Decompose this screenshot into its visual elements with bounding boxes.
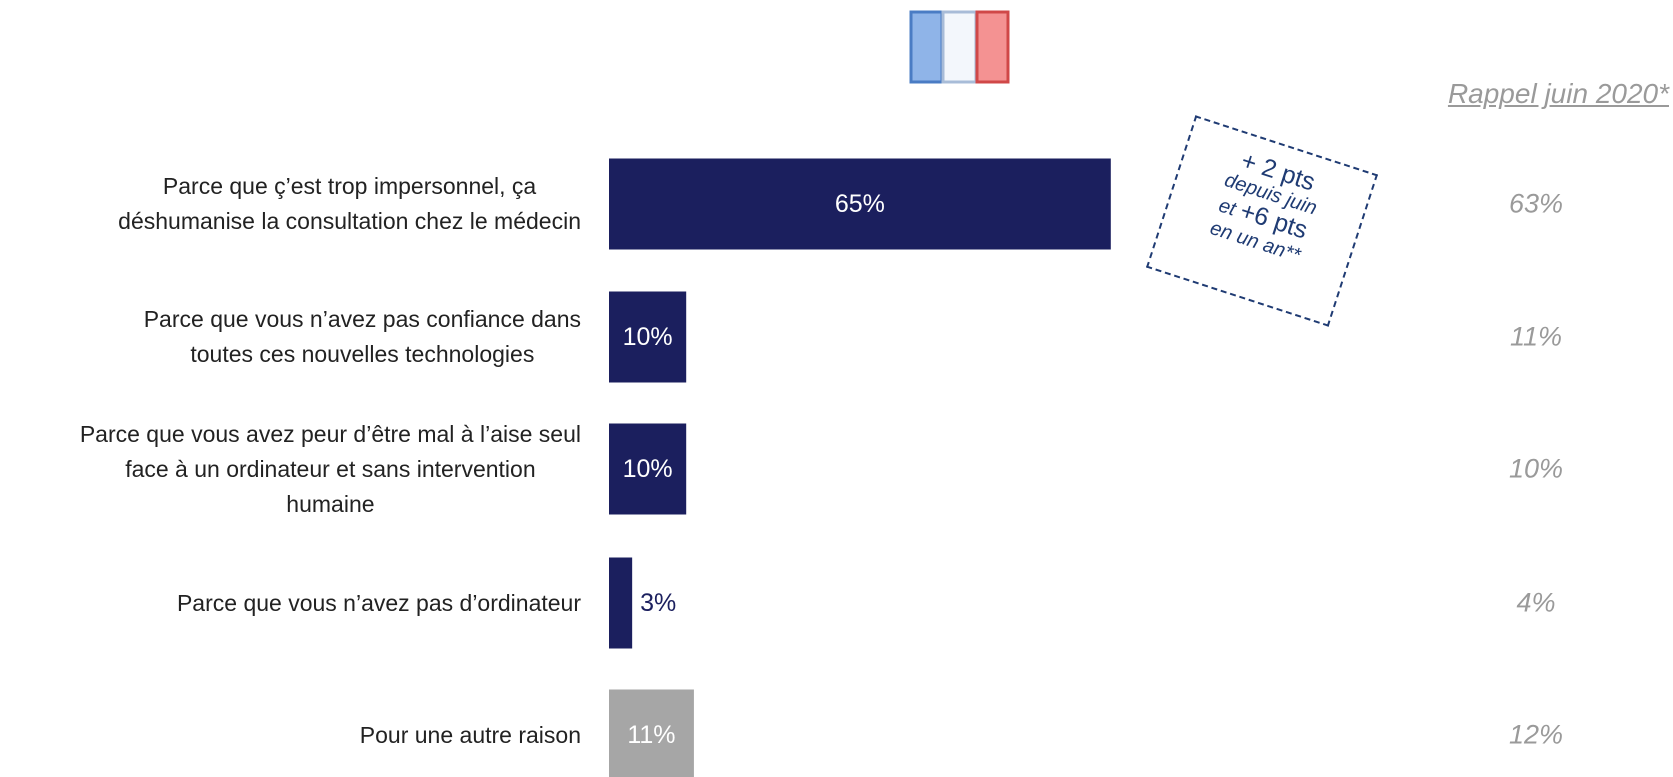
category-text: Parce que ç’est trop impersonnel, ça dés…: [118, 173, 581, 234]
comparison-title: Rappel juin 2020*: [1447, 78, 1669, 109]
flag-red: [975, 10, 1010, 84]
bar: [609, 291, 687, 383]
category-text: Parce que vous avez peur d’être mal à l’…: [79, 420, 581, 517]
category-label: Parce que vous avez peur d’être mal à l’…: [80, 417, 581, 522]
category-label: Parce que ç’est trop impersonnel, ça dés…: [118, 169, 581, 239]
category-text: Pour une autre raison: [359, 721, 581, 748]
bar: [609, 689, 694, 777]
comparison-value: 11%: [1509, 321, 1563, 352]
bar: [609, 158, 1111, 250]
bar: [609, 557, 633, 649]
category-label: Pour une autre raison: [360, 718, 581, 753]
category-label: Parce que vous n’avez pas confiance dans…: [144, 302, 581, 372]
value-label: 11%: [627, 721, 676, 749]
flag-blue: [909, 10, 944, 84]
bar: [609, 423, 687, 515]
value-label: 10%: [622, 323, 673, 351]
category-text: Parce que vous n’avez pas d’ordinateur: [176, 589, 581, 616]
category-label: Parce que vous n’avez pas d’ordinateur: [177, 586, 581, 621]
value-label: 10%: [622, 455, 673, 483]
flag-white: [941, 10, 978, 84]
flag: [909, 10, 1010, 84]
comparison-value: 12%: [1508, 719, 1564, 750]
value-label: 65%: [834, 190, 885, 218]
category-text: Parce que vous n’avez pas confiance dans…: [143, 306, 581, 367]
comparison-value: 63%: [1508, 188, 1564, 219]
comparison-value: 10%: [1508, 453, 1564, 484]
value-label: 3%: [640, 589, 677, 617]
comparison-value: 4%: [1516, 587, 1556, 618]
